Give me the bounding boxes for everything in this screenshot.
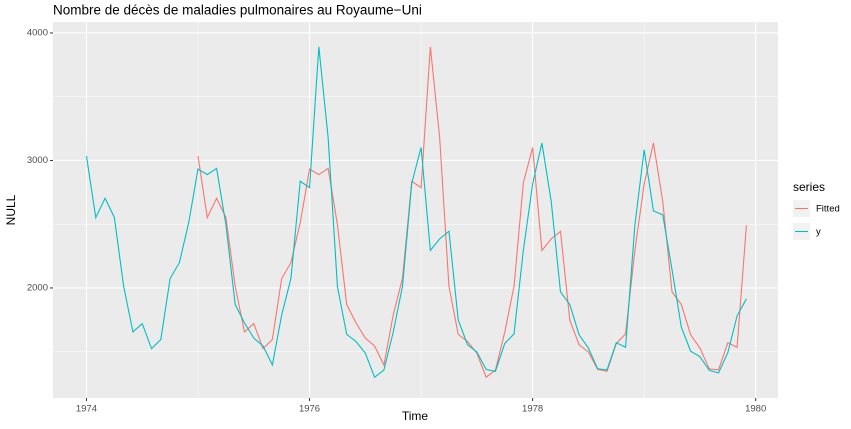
y-tick-label: 3000	[27, 155, 48, 166]
x-tick-label: 1976	[299, 404, 320, 415]
y-tick-label: 4000	[27, 27, 48, 38]
x-tick-label: 1974	[76, 404, 97, 415]
x-tick-label: 1980	[745, 404, 766, 415]
y-tick-label: 2000	[27, 282, 48, 293]
x-axis-title: Time	[402, 409, 429, 423]
legend-label: y	[816, 227, 821, 238]
legend-title: series	[793, 180, 825, 194]
chart-title: Nombre de décès de maladies pulmonaires …	[53, 3, 422, 18]
series-line	[197, 46, 747, 379]
y-axis-title: NULL	[4, 194, 18, 225]
legend-label: Fitted	[816, 204, 840, 215]
x-tick-label: 1978	[522, 404, 543, 415]
panel	[53, 22, 778, 398]
series-line	[85, 46, 747, 379]
